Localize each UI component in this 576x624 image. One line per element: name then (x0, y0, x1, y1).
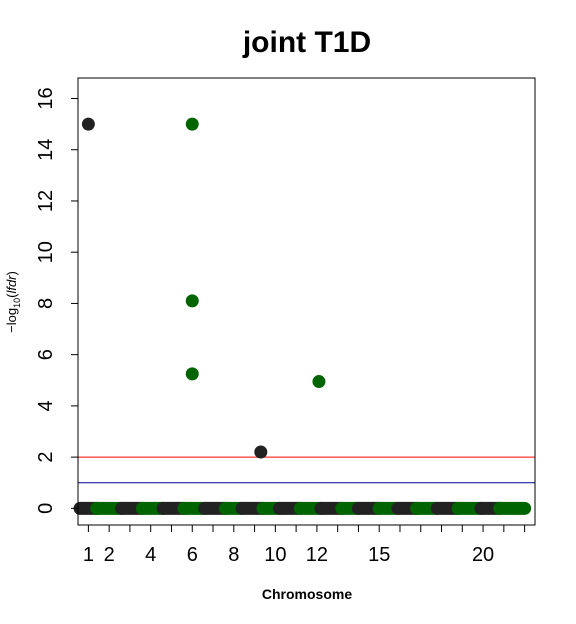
data-point-1 (185, 117, 199, 131)
x-tick-label-6: 6 (187, 544, 198, 566)
data-point-5 (254, 445, 268, 459)
x-tick-label-15: 15 (368, 544, 390, 566)
y-tick-label-16: 16 (35, 87, 57, 109)
y-tick-label-0: 0 (35, 503, 57, 514)
x-tick-label-12: 12 (306, 544, 328, 566)
plot-frame (77, 77, 536, 526)
chart-title: joint T1D (242, 26, 371, 59)
y-axis-label-prefix: −log (4, 308, 19, 333)
x-tick-label-8: 8 (228, 544, 239, 566)
y-tick-label-4: 4 (35, 400, 57, 411)
x-tick-label-2: 2 (104, 544, 115, 566)
x-axis-label: Chromosome (262, 586, 352, 602)
y-axis-label-close: ) (4, 271, 19, 275)
y-tick-label-8: 8 (35, 298, 57, 309)
data-point-4 (312, 375, 326, 389)
y-axis-label-subscript: 10 (12, 298, 22, 308)
data-point-3 (185, 367, 199, 381)
data-point-0 (81, 117, 95, 131)
data-points (81, 117, 326, 459)
y-tick-label-12: 12 (35, 190, 57, 212)
y-tick-label-10: 10 (35, 241, 57, 263)
y-tick-label-2: 2 (35, 452, 57, 463)
y-axis-label: −log10(lfdr) (4, 271, 22, 333)
data-point-2 (185, 294, 199, 308)
x-tick-label-10: 10 (264, 544, 286, 566)
x-axis: 1 2 4 6 8 10 12 15 20 (83, 524, 526, 566)
y-axis-label-var: lfdr (4, 275, 19, 294)
y-tick-label-6: 6 (35, 349, 57, 360)
y-tick-label-14: 14 (35, 139, 57, 161)
x-tick-label-4: 4 (145, 544, 156, 566)
threshold-lines (78, 456, 535, 484)
y-axis-label-open: ( (4, 293, 19, 298)
x-tick-label-20: 20 (472, 544, 494, 566)
y-axis: 0 2 4 6 8 10 12 14 16 (35, 87, 79, 514)
x-tick-label-1: 1 (83, 544, 94, 566)
